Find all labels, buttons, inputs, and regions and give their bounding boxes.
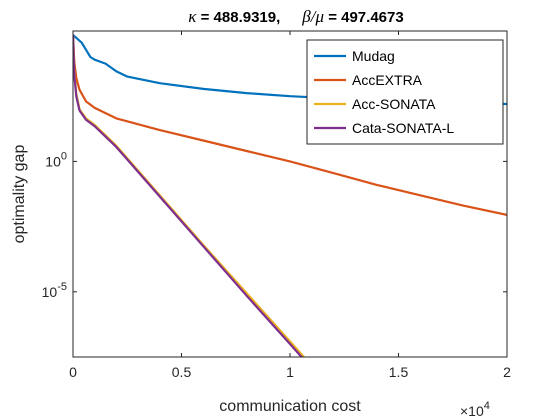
title-kappa-value: = 488.9319, — [196, 9, 280, 26]
x-tick-label-2: 1 — [286, 364, 294, 380]
x-axis-exponent: ×104 — [460, 400, 490, 419]
legend-box — [306, 39, 504, 145]
series-line-1 — [73, 34, 507, 216]
series-line-2 — [73, 34, 306, 357]
legend-label-1: AccEXTRA — [352, 72, 423, 88]
x-exponent-base: ×10 — [460, 403, 484, 419]
legend-label-2: Acc-SONATA — [352, 96, 436, 112]
x-tick-label-0: 0 — [69, 364, 77, 380]
title-slash: / — [310, 7, 318, 26]
title-beta-mu-value: = 497.4673 — [324, 9, 404, 26]
y-tick-label-0: 100 — [45, 150, 67, 169]
tick-layer: 0 0.5 1 1.5 2 100 10-5 — [42, 31, 511, 380]
title-kappa-symbol: κ — [188, 7, 197, 26]
x-exponent-power: 4 — [484, 400, 490, 412]
chart-title: κ = 488.9319, β/μ = 497.4673 — [188, 7, 403, 26]
title-beta-symbol: β — [301, 7, 311, 26]
legend-label-3: Cata-SONATA-L — [352, 120, 454, 136]
x-axis-label: communication cost — [219, 398, 361, 415]
y-axis-label: optimality gap — [11, 145, 28, 244]
y-tick-label-1: 10-5 — [42, 281, 67, 300]
series-line-3 — [73, 34, 304, 357]
x-tick-label-1: 0.5 — [172, 364, 192, 380]
x-tick-label-3: 1.5 — [389, 364, 409, 380]
legend: Mudag AccEXTRA Acc-SONATA Cata-SONATA-L — [306, 39, 504, 145]
title-mu-symbol: μ — [314, 7, 324, 26]
x-tick-label-4: 2 — [503, 364, 511, 380]
legend-label-0: Mudag — [352, 48, 395, 64]
